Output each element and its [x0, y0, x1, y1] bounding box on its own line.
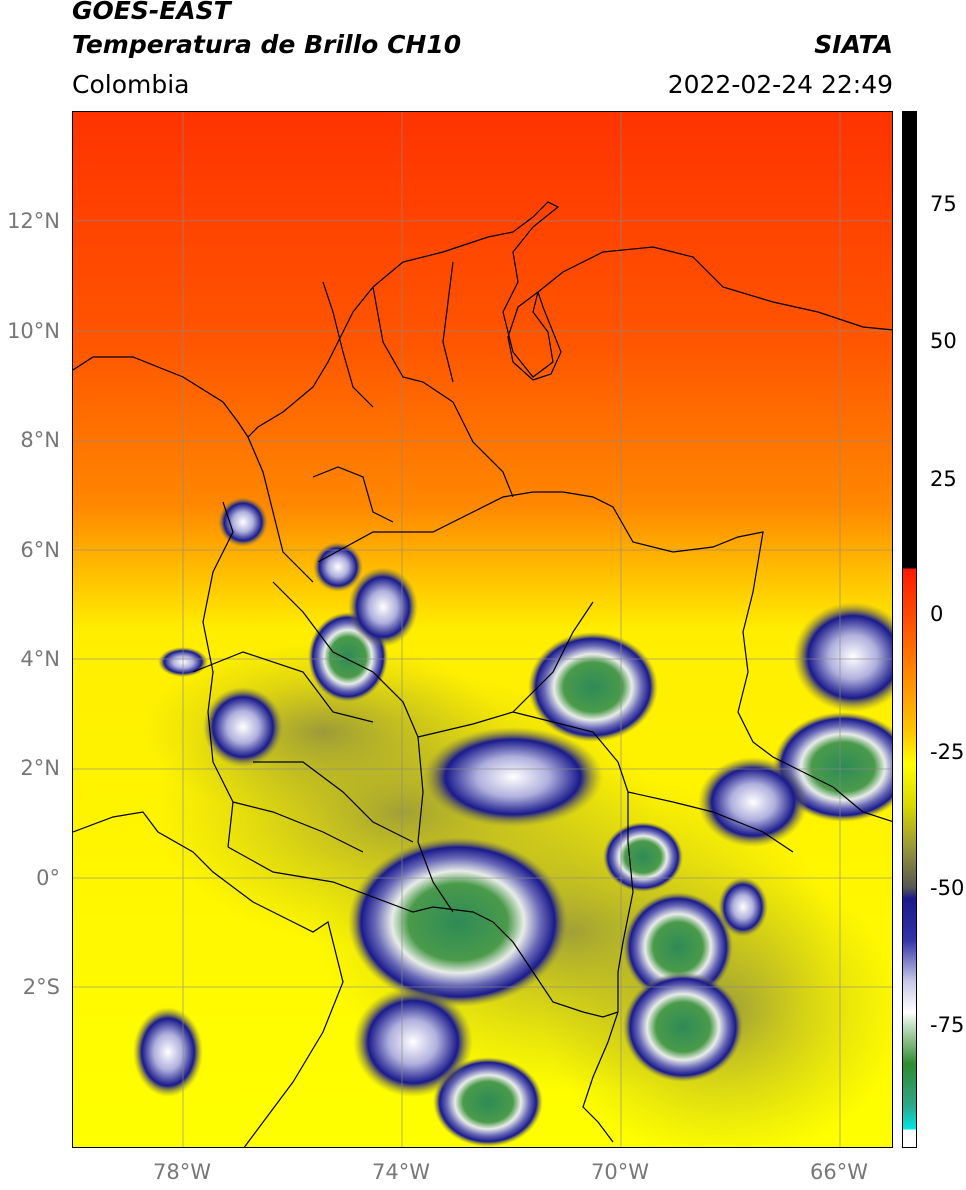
colorbar-tick-0: 0 — [930, 602, 944, 626]
colorbar-tick-75: 75 — [930, 192, 957, 216]
lat-label-6n: 6°N — [20, 538, 60, 562]
lat-label-2s: 2°S — [22, 975, 60, 999]
lat-label-10n: 10°N — [7, 319, 60, 343]
product-title: Temperatura de Brillo CH10 — [72, 30, 462, 59]
lat-label-4n: 4°N — [20, 647, 60, 671]
lon-label-74w: 74°W — [372, 1160, 430, 1184]
colorbar-tick-25: 25 — [930, 467, 957, 491]
colorbar-tick-minus50: -50 — [930, 876, 965, 900]
region-label: Colombia — [72, 70, 190, 99]
lat-label-2n: 2°N — [20, 756, 60, 780]
colorbar-tick-minus75: -75 — [930, 1013, 965, 1037]
datetime-label: 2022-02-24 22:49 — [667, 70, 893, 99]
colorbar-tick-50: 50 — [930, 329, 957, 353]
lat-label-12n: 12°N — [7, 209, 60, 233]
lat-label-8n: 8°N — [20, 428, 60, 452]
map-panel — [72, 111, 893, 1148]
lat-label-0: 0° — [36, 866, 60, 890]
satellite-imagery — [73, 112, 892, 1147]
lon-label-70w: 70°W — [591, 1160, 649, 1184]
lon-label-78w: 78°W — [153, 1160, 211, 1184]
lon-label-66w: 66°W — [810, 1160, 868, 1184]
agency-label: SIATA — [814, 30, 893, 59]
colorbar-tick-minus25: -25 — [930, 740, 965, 764]
satellite-title: GOES-EAST — [72, 0, 231, 25]
colorbar — [902, 111, 917, 1148]
